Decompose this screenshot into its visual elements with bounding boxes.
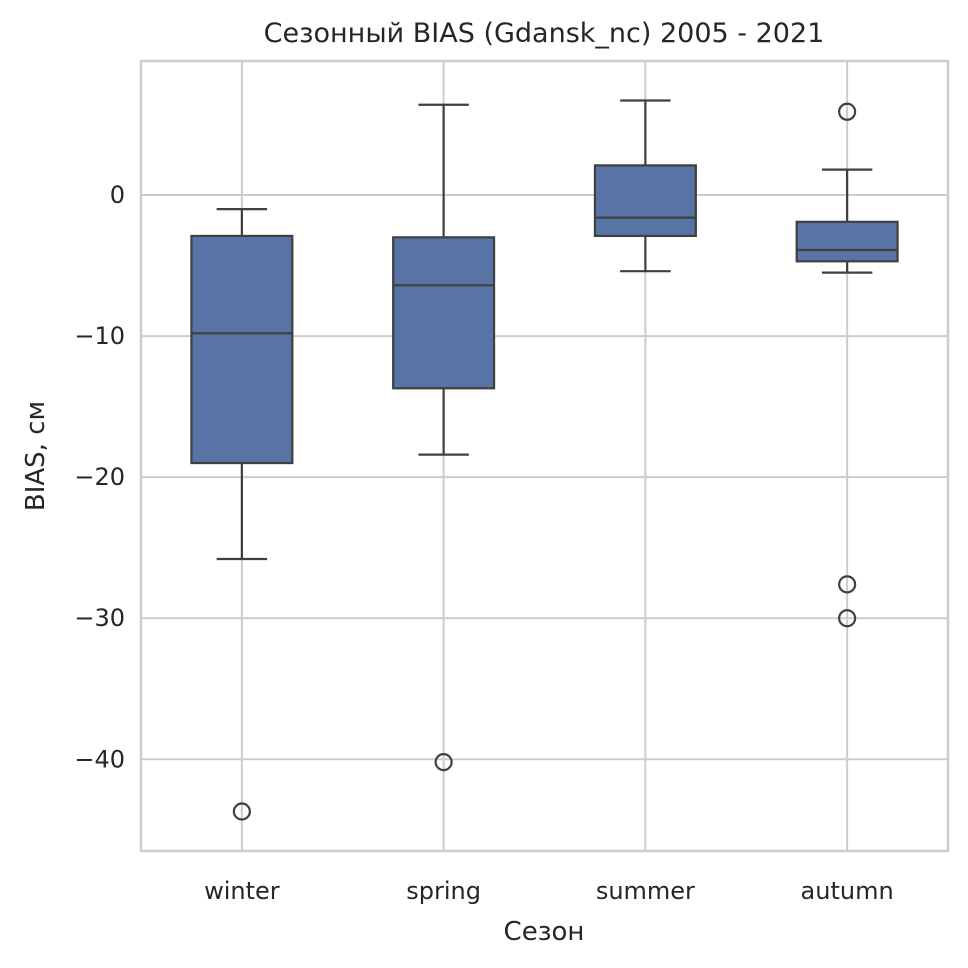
outlier-point [232, 802, 251, 821]
x-tick-label-winter: winter [204, 877, 280, 905]
y-tick-label: 0 [110, 181, 125, 209]
outlier-point [838, 575, 857, 594]
y-tick-label: −20 [74, 463, 125, 491]
iqr-box [392, 236, 496, 390]
iqr-box [795, 220, 899, 263]
box-group-winter [190, 208, 294, 821]
y-tick-label: −30 [74, 604, 125, 632]
outlier-point [838, 102, 857, 121]
box-group-autumn [795, 102, 899, 628]
plot-frame [139, 59, 950, 853]
box-layer [190, 99, 899, 821]
x-axis-label: Сезон [504, 917, 585, 947]
outlier-point [434, 753, 453, 772]
box-group-summer [593, 99, 697, 273]
outlier-point [838, 609, 857, 628]
y-tick-label: −40 [74, 745, 125, 773]
x-tick-label-spring: spring [406, 877, 481, 905]
iqr-box [190, 234, 294, 465]
y-axis-label: BIAS, см [21, 401, 51, 511]
x-tick-label-autumn: autumn [801, 877, 894, 905]
tick-layer: 0 −10 −20 −30 −40 winter spring summer autumn [74, 181, 893, 905]
x-tick-label-summer: summer [596, 877, 695, 905]
chart-title: Сезонный BIAS (Gdansk_nc) 2005 - 2021 [264, 18, 825, 49]
box-group-spring [392, 103, 496, 772]
iqr-box [593, 164, 697, 238]
y-tick-label: −10 [74, 322, 125, 350]
